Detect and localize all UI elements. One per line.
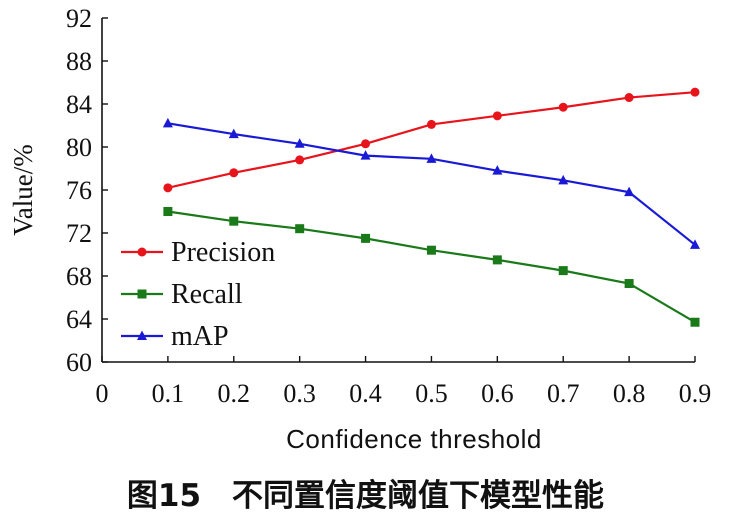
x-axis-title: Confidence threshold (286, 424, 542, 454)
legend-marker (137, 247, 147, 257)
data-point-precision (361, 139, 371, 149)
data-point-precision (229, 168, 239, 178)
x-tick-label: 0 (96, 379, 109, 408)
data-point-recall (295, 224, 305, 234)
data-point-map (492, 165, 503, 175)
data-point-recall (492, 255, 502, 265)
series-recall (163, 207, 700, 327)
series-line-precision (167, 91, 696, 189)
legend-item-recall: Recall (121, 279, 243, 310)
y-tick-label: 60 (66, 348, 92, 377)
x-tick-label: 0.6 (481, 379, 514, 408)
plot-area (162, 87, 700, 327)
data-point-precision (426, 119, 436, 129)
legend-marker (137, 330, 147, 340)
data-point-recall (229, 216, 239, 226)
legend-label: Precision (171, 237, 275, 268)
y-tick-label: 76 (66, 176, 92, 205)
data-point-recall (426, 245, 436, 255)
data-point-precision (624, 93, 634, 103)
legend-marker (137, 289, 147, 299)
data-point-map (426, 153, 437, 163)
y-tick-label: 72 (66, 219, 92, 248)
y-tick-label: 84 (66, 90, 92, 119)
legend-item-map: mAP (121, 321, 229, 352)
y-tick-label: 88 (66, 47, 92, 76)
data-point-precision (492, 111, 502, 121)
x-tick-label: 0.7 (547, 379, 580, 408)
data-point-recall (690, 317, 700, 327)
data-point-recall (558, 266, 568, 276)
x-tick-label: 0.9 (679, 379, 712, 408)
series-map (162, 117, 700, 249)
y-axis-title: Value/% (8, 144, 38, 235)
x-tick-label: 0.3 (283, 379, 316, 408)
data-point-map (228, 128, 239, 139)
x-tick-label: 0.5 (415, 379, 448, 408)
data-point-map (294, 138, 305, 148)
figure-caption: 图15 不同置信度阈值下模型性能 (126, 478, 605, 514)
x-tick-label: 0.8 (613, 379, 646, 408)
data-point-precision (558, 102, 568, 112)
data-point-recall (163, 207, 173, 216)
data-point-precision (163, 183, 173, 193)
data-point-map (360, 150, 371, 160)
line-chart: 60 64 68 72 76 80 84 88 92 0 0.1 0.2 0.3 0.4 0.5 0.6 0.7… (8, 4, 711, 454)
y-tick-label: 64 (66, 305, 92, 334)
y-tick-label: 68 (66, 262, 92, 291)
legend-label: mAP (171, 321, 229, 352)
data-point-precision (690, 87, 700, 97)
axes: 60 64 68 72 76 80 84 88 92 0 0.1 0.2 0.3 0.4 0.5 0.6 0.7… (66, 4, 711, 408)
series-precision (163, 87, 700, 193)
data-point-map (162, 117, 173, 128)
legend-label: Recall (171, 279, 243, 310)
y-tick-label: 80 (66, 133, 92, 162)
x-tick-label: 0.2 (218, 379, 251, 408)
data-point-map (690, 239, 700, 249)
x-tick-label: 0.1 (152, 379, 185, 408)
series-line-map (167, 122, 696, 246)
legend-item-precision: Precision (121, 237, 275, 268)
legend: Precision Recall mAP (121, 237, 275, 352)
x-tick-label: 0.4 (349, 379, 382, 408)
data-point-recall (624, 279, 634, 289)
data-point-map (558, 174, 569, 185)
data-point-precision (295, 155, 305, 165)
data-point-recall (361, 233, 371, 243)
y-tick-label: 92 (66, 4, 92, 33)
data-point-map (624, 186, 635, 197)
